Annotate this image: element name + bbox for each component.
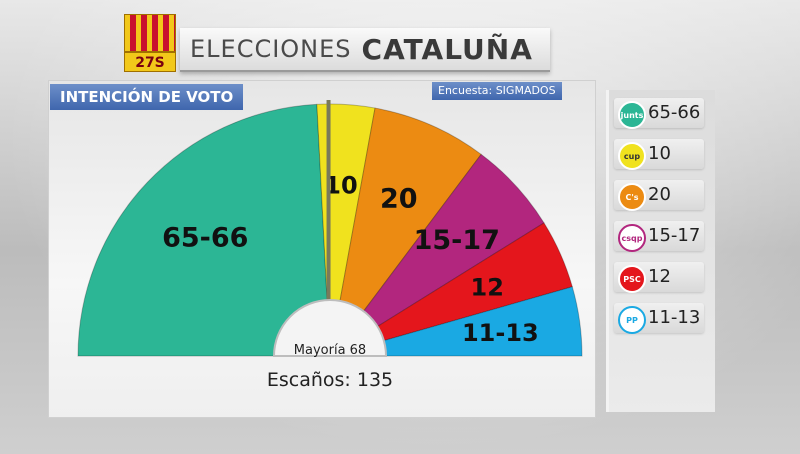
hemicycle-slice-label-0: 65-66	[162, 223, 248, 254]
catalonia-flag-badge: 27S	[124, 14, 176, 72]
legend-value: 12	[648, 266, 671, 287]
party-logo-icon: cup	[618, 142, 646, 170]
party-logo-icon: junts	[618, 101, 646, 129]
majority-label: Mayoría 68	[294, 343, 366, 358]
hemicycle-slice-label-5: 11-13	[462, 319, 539, 347]
survey-source-label: Encuesta: SIGMADOS	[432, 82, 562, 100]
senyera-icon	[124, 14, 176, 52]
total-seats-label: Escaños: 135	[267, 369, 393, 391]
legend-item: PSC 12	[614, 262, 704, 293]
vote-intention-label: INTENCIÓN DE VOTO	[50, 84, 244, 110]
hemicycle-slices	[77, 103, 583, 357]
party-logo-icon: PSC	[618, 265, 646, 293]
title-prefix: ELECCIONES	[190, 35, 352, 63]
legend-item: csqp 15-17	[614, 221, 704, 252]
legend-value: 11-13	[648, 307, 701, 328]
party-logo-icon: C's	[618, 183, 646, 211]
election-date-badge: 27S	[124, 52, 176, 72]
hemicycle-slice-label-3: 15-17	[414, 225, 500, 256]
legend-value: 10	[648, 143, 671, 164]
title-banner: ELECCIONES CATALUÑA	[180, 28, 550, 72]
hemicycle-slice-label-4: 12	[471, 273, 504, 301]
title-main: CATALUÑA	[361, 32, 533, 66]
legend-item: C's 20	[614, 180, 704, 211]
legend-item: PP 11-13	[614, 303, 704, 334]
legend-value: 65-66	[648, 102, 701, 123]
legend-item: cup 10	[614, 139, 704, 170]
legend-value: 20	[648, 184, 671, 205]
legend-value: 15-17	[648, 225, 701, 246]
majority-line	[326, 100, 331, 300]
hemicycle-center	[272, 299, 388, 357]
party-logo-icon: csqp	[618, 224, 646, 252]
party-logo-icon: PP	[618, 306, 646, 334]
legend-item: junts 65-66	[614, 98, 704, 129]
hemicycle-slice-label-2: 20	[380, 183, 418, 214]
